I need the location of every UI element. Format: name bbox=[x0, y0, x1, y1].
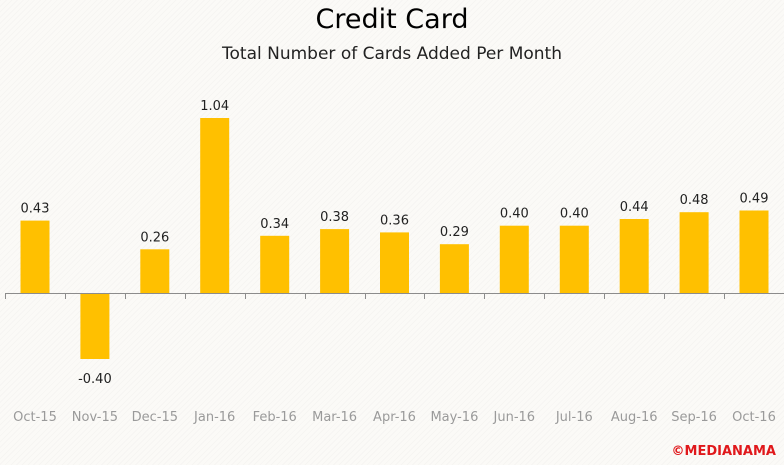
x-tick-label-nov-15: Nov-15 bbox=[72, 410, 118, 425]
medianama-watermark: ©MEDIANAMA bbox=[672, 444, 776, 459]
bar-jan-16 bbox=[200, 118, 230, 293]
bar-may-16 bbox=[439, 244, 469, 293]
data-label-oct-15: 0.43 bbox=[21, 202, 50, 217]
bars-group bbox=[20, 118, 769, 359]
x-tick-label-feb-16: Feb-16 bbox=[253, 410, 297, 425]
bar-jul-16 bbox=[559, 225, 589, 293]
data-labels-group: 0.43 -0.40 0.26 1.04 0.34 0.38 0.36 0.29 0.40 0.4… bbox=[21, 99, 769, 387]
x-tick-label-may-16: May-16 bbox=[430, 410, 478, 425]
x-tick-label-jan-16: Jan-16 bbox=[193, 410, 235, 425]
data-label-mar-16: 0.38 bbox=[320, 210, 349, 225]
data-label-aug-16: 0.44 bbox=[620, 200, 649, 215]
data-label-dec-15: 0.26 bbox=[140, 230, 169, 245]
data-label-nov-15: -0.40 bbox=[78, 372, 112, 387]
bar-sep-16 bbox=[679, 212, 709, 293]
x-tick-label-dec-15: Dec-15 bbox=[132, 410, 178, 425]
data-label-sep-16: 0.48 bbox=[680, 193, 709, 208]
bar-aug-16 bbox=[619, 219, 649, 293]
data-label-jun-16: 0.40 bbox=[500, 207, 529, 222]
data-label-jul-16: 0.40 bbox=[560, 207, 589, 222]
data-label-oct-16: 0.49 bbox=[740, 192, 769, 207]
bar-feb-16 bbox=[260, 235, 290, 293]
bar-jun-16 bbox=[499, 225, 529, 293]
bar-mar-16 bbox=[320, 229, 350, 293]
x-tick-label-oct-16: Oct-16 bbox=[732, 410, 776, 425]
x-tick-label-apr-16: Apr-16 bbox=[373, 410, 416, 425]
data-label-jan-16: 1.04 bbox=[200, 99, 229, 114]
chart-subtitle: Total Number of Cards Added Per Month bbox=[221, 44, 562, 64]
bar-dec-15 bbox=[140, 249, 170, 294]
x-tick-label-jul-16: Jul-16 bbox=[555, 410, 593, 425]
chart-title: Credit Card bbox=[316, 4, 469, 35]
bar-apr-16 bbox=[380, 232, 409, 293]
data-label-feb-16: 0.34 bbox=[260, 217, 289, 232]
x-tick-label-aug-16: Aug-16 bbox=[611, 410, 658, 425]
bar-oct-15 bbox=[20, 220, 50, 293]
data-label-apr-16: 0.36 bbox=[380, 213, 409, 228]
x-axis-tick-labels-group: Oct-15 Nov-15 Dec-15 Jan-16 Feb-16 Mar-16 Apr-… bbox=[13, 410, 776, 425]
x-axis-ticks-group bbox=[5, 293, 725, 299]
data-label-may-16: 0.29 bbox=[440, 225, 469, 240]
x-tick-label-jun-16: Jun-16 bbox=[493, 410, 536, 425]
x-tick-label-mar-16: Mar-16 bbox=[312, 410, 357, 425]
bar-oct-16 bbox=[739, 210, 769, 293]
x-tick-label-oct-15: Oct-15 bbox=[13, 410, 57, 425]
x-tick-label-sep-16: Sep-16 bbox=[671, 410, 717, 425]
bar-nov-15 bbox=[80, 293, 110, 359]
